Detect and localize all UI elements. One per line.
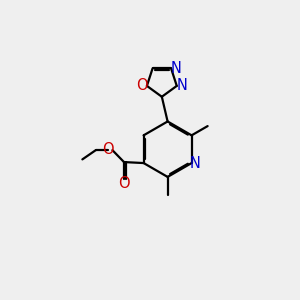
Text: O: O (118, 176, 130, 191)
Text: N: N (190, 155, 201, 170)
Text: N: N (176, 78, 187, 93)
Text: O: O (136, 78, 148, 93)
Text: N: N (171, 61, 182, 76)
Text: O: O (102, 142, 114, 157)
